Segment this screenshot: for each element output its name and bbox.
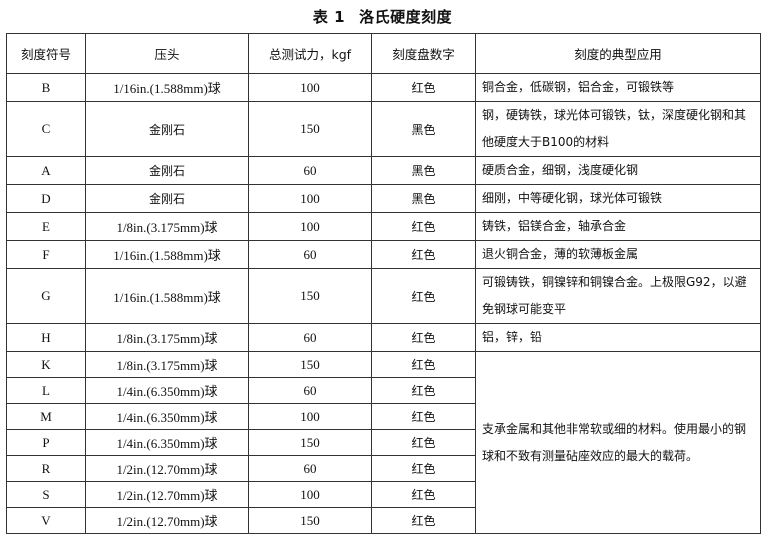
table-row: R 1/2in.(12.70mm)球 60 红色 <box>6 455 761 482</box>
dial-cell: 红色 <box>371 377 476 404</box>
indenter-cell: 1/8in.(3.175mm)球 <box>85 212 249 241</box>
scale-cell: S <box>6 481 86 508</box>
indenter-cell: 1/4in.(6.350mm)球 <box>85 403 249 430</box>
rockwell-hardness-table: 刻度符号 压头 总测试力，kgf 刻度盘数字 刻度的典型应用 B 1/16in.(… <box>6 33 761 534</box>
force-cell: 60 <box>248 377 372 404</box>
application-cell: 硬质合金，细钢，浅度硬化钢 <box>475 156 761 185</box>
dial-cell: 黑色 <box>371 156 476 185</box>
dial-cell: 红色 <box>371 351 476 378</box>
dial-cell: 黑色 <box>371 101 476 157</box>
indenter-cell: 1/2in.(12.70mm)球 <box>85 481 249 508</box>
table-row: H 1/8in.(3.175mm)球 60 红色 铝，锌，铅 <box>6 323 761 352</box>
scale-cell: M <box>6 403 86 430</box>
dial-cell: 红色 <box>371 481 476 508</box>
dial-cell: 红色 <box>371 212 476 241</box>
table-row: D 金刚石 100 黑色 细刚，中等硬化钢，球光体可锻铁 <box>6 184 761 213</box>
scale-cell: R <box>6 455 86 482</box>
force-cell: 150 <box>248 507 372 534</box>
table-row: C 金刚石 150 黑色 钢，硬铸铁，球光体可锻铁，钛，深度硬化钢和其他硬度大于B100… <box>6 101 761 157</box>
header-force: 总测试力，kgf <box>248 33 372 74</box>
application-cell: 铜合金，低碳钢，铝合金，可锻铁等 <box>475 73 761 102</box>
table-row: G 1/16in.(1.588mm)球 150 红色 可锻铸铁，铜镍锌和铜镍合金。上极限… <box>6 268 761 324</box>
scale-cell: V <box>6 507 86 534</box>
table-row: S 1/2in.(12.70mm)球 100 红色 <box>6 481 761 508</box>
indenter-cell: 金刚石 <box>85 156 249 185</box>
scale-cell: D <box>6 184 86 213</box>
force-cell: 60 <box>248 455 372 482</box>
force-cell: 100 <box>248 73 372 102</box>
scale-cell: K <box>6 351 86 378</box>
table-title: 表 1 洛氏硬度刻度 <box>0 6 765 27</box>
scale-cell: B <box>6 73 86 102</box>
application-cell: 铝，锌，铅 <box>475 323 761 352</box>
application-cell: 铸铁，铝镁合金，轴承合金 <box>475 212 761 241</box>
indenter-cell: 1/16in.(1.588mm)球 <box>85 268 249 324</box>
force-cell: 100 <box>248 212 372 241</box>
application-cell: 支承金属和其他非常软或细的材料。使用最小的钢球和不致有测量砧座效应的最大的载荷。 <box>475 351 761 534</box>
force-cell: 100 <box>248 184 372 213</box>
force-cell: 150 <box>248 268 372 324</box>
header-indenter: 压头 <box>85 33 249 74</box>
scale-cell: L <box>6 377 86 404</box>
dial-cell: 黑色 <box>371 184 476 213</box>
force-cell: 60 <box>248 156 372 185</box>
header-scale: 刻度符号 <box>6 33 86 74</box>
table-caption: 洛氏硬度刻度 <box>359 8 453 26</box>
table-row: F 1/16in.(1.588mm)球 60 红色 退火铜合金，薄的软薄板金属 <box>6 240 761 269</box>
force-cell: 60 <box>248 240 372 269</box>
indenter-cell: 金刚石 <box>85 101 249 157</box>
force-cell: 100 <box>248 403 372 430</box>
indenter-cell: 1/2in.(12.70mm)球 <box>85 507 249 534</box>
dial-cell: 红色 <box>371 73 476 102</box>
dial-cell: 红色 <box>371 507 476 534</box>
application-cell: 可锻铸铁，铜镍锌和铜镍合金。上极限G92，以避免钢球可能变平 <box>475 268 761 324</box>
scale-cell: P <box>6 429 86 456</box>
scale-cell: H <box>6 323 86 352</box>
dial-cell: 红色 <box>371 323 476 352</box>
table-row: K 1/8in.(3.175mm)球 150 红色 支承金属和其他非常软或细的材料。使用… <box>6 351 761 534</box>
scale-cell: E <box>6 212 86 241</box>
application-cell: 细刚，中等硬化钢，球光体可锻铁 <box>475 184 761 213</box>
indenter-cell: 1/8in.(3.175mm)球 <box>85 323 249 352</box>
scale-cell: A <box>6 156 86 185</box>
force-cell: 60 <box>248 323 372 352</box>
indenter-cell: 1/8in.(3.175mm)球 <box>85 351 249 378</box>
application-cell: 退火铜合金，薄的软薄板金属 <box>475 240 761 269</box>
table-row: E 1/8in.(3.175mm)球 100 红色 铸铁，铝镁合金，轴承合金 <box>6 212 761 241</box>
header-application: 刻度的典型应用 <box>475 33 761 74</box>
table-row: B 1/16in.(1.588mm)球 100 红色 铜合金，低碳钢，铝合金，可锻铁等 <box>6 73 761 102</box>
dial-cell: 红色 <box>371 455 476 482</box>
dial-cell: 红色 <box>371 268 476 324</box>
indenter-cell: 1/2in.(12.70mm)球 <box>85 455 249 482</box>
indenter-cell: 1/16in.(1.588mm)球 <box>85 240 249 269</box>
table-row: A 金刚石 60 黑色 硬质合金，细钢，浅度硬化钢 <box>6 156 761 185</box>
indenter-cell: 金刚石 <box>85 184 249 213</box>
dial-cell: 红色 <box>371 240 476 269</box>
indenter-cell: 1/4in.(6.350mm)球 <box>85 377 249 404</box>
scale-cell: F <box>6 240 86 269</box>
force-cell: 150 <box>248 429 372 456</box>
application-cell: 钢，硬铸铁，球光体可锻铁，钛，深度硬化钢和其他硬度大于B100的材料 <box>475 101 761 157</box>
force-cell: 150 <box>248 101 372 157</box>
header-row: 刻度符号 压头 总测试力，kgf 刻度盘数字 刻度的典型应用 <box>6 33 761 74</box>
table-number: 表 1 <box>312 8 346 26</box>
header-dial: 刻度盘数字 <box>371 33 476 74</box>
table-row: M 1/4in.(6.350mm)球 100 红色 <box>6 403 761 430</box>
indenter-cell: 1/16in.(1.588mm)球 <box>85 73 249 102</box>
dial-cell: 红色 <box>371 429 476 456</box>
scale-cell: G <box>6 268 86 324</box>
force-cell: 100 <box>248 481 372 508</box>
indenter-cell: 1/4in.(6.350mm)球 <box>85 429 249 456</box>
dial-cell: 红色 <box>371 403 476 430</box>
force-cell: 150 <box>248 351 372 378</box>
scale-cell: C <box>6 101 86 157</box>
table-row: P 1/4in.(6.350mm)球 150 红色 <box>6 429 761 456</box>
